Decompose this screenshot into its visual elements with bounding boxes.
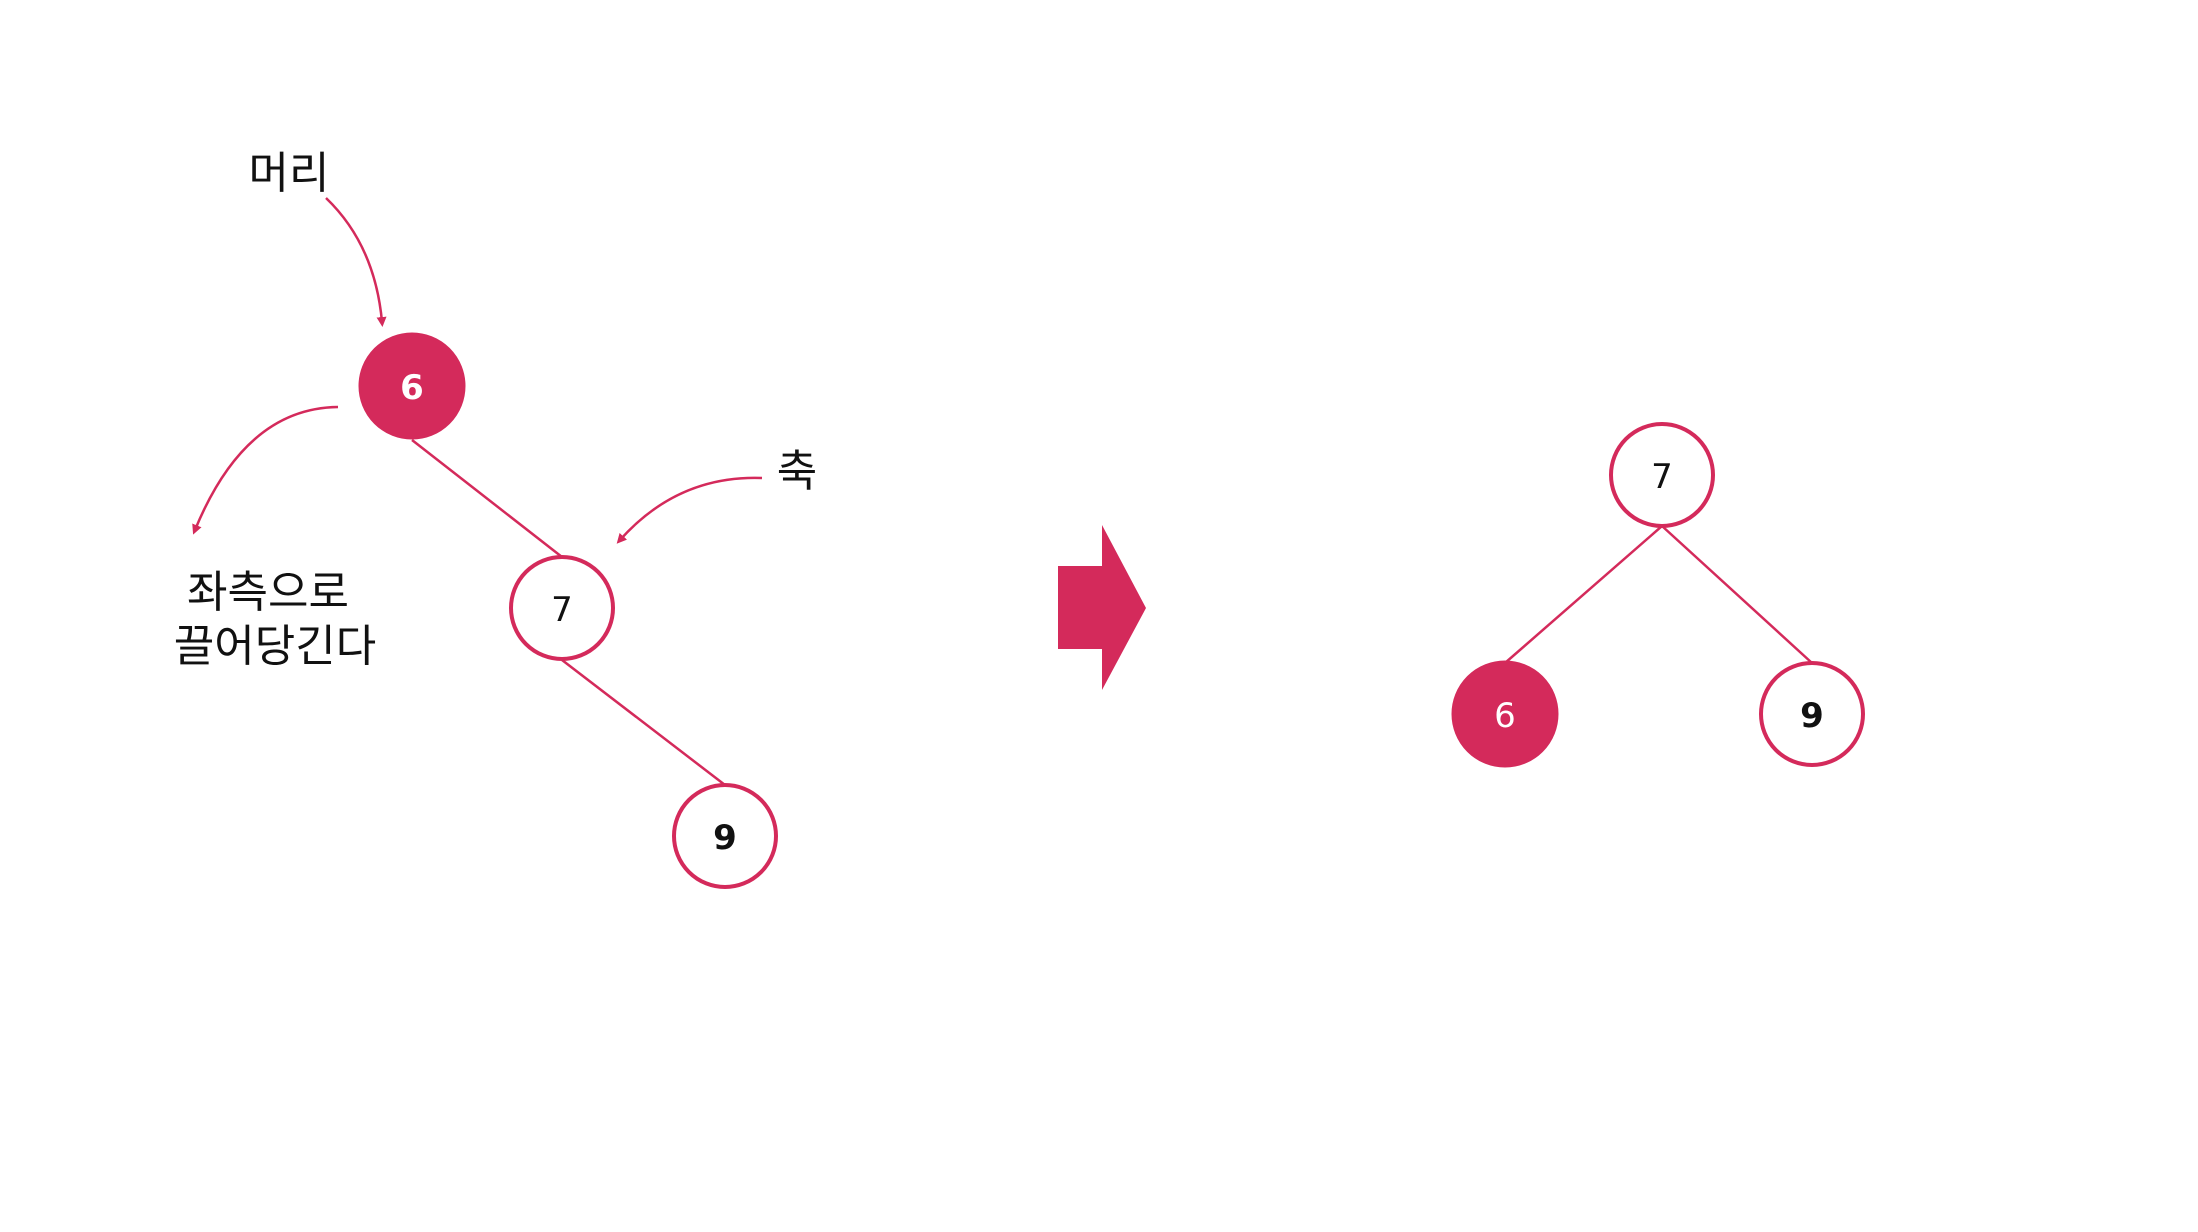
- node-9-before: 9: [672, 783, 778, 889]
- pull-left-label-line1: 좌측으로: [187, 567, 349, 618]
- edge-7-9: [561, 659, 726, 786]
- node-6-after: 6: [1451, 660, 1559, 768]
- svg-text:6: 6: [1494, 696, 1516, 736]
- svg-text:7: 7: [1651, 457, 1673, 497]
- svg-text:9: 9: [713, 818, 737, 858]
- node-7-after: 7: [1609, 422, 1715, 528]
- svg-text:9: 9: [1800, 696, 1824, 736]
- before-tree: 6 7 9 머리 축 좌측으로 끌어당긴다: [174, 148, 817, 889]
- pivot-curved-arrow: [616, 476, 763, 544]
- right-arrow-icon: [1058, 525, 1146, 690]
- edge-6-7: [411, 439, 563, 558]
- pivot-label: 축: [777, 446, 817, 497]
- pull-left-curved-arrow: [192, 405, 339, 535]
- pull-left-label-line2: 끌어당긴다: [174, 621, 376, 672]
- pull-left-label: 좌측으로 끌어당긴다: [174, 567, 376, 672]
- svg-text:7: 7: [551, 590, 573, 630]
- edge-7-9-after: [1661, 525, 1813, 664]
- node-7-before: 7: [509, 555, 615, 661]
- after-tree: 7 6 9: [1451, 422, 1865, 768]
- node-9-after: 9: [1759, 661, 1865, 767]
- edge-7-6-after: [1504, 525, 1663, 664]
- svg-text:6: 6: [400, 368, 424, 408]
- head-label: 머리: [249, 148, 330, 199]
- node-6-before: 6: [358, 332, 466, 440]
- head-curved-arrow: [325, 197, 387, 327]
